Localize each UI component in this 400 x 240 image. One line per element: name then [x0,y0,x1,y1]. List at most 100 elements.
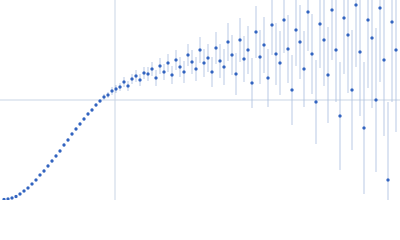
data-point [286,47,290,51]
data-point [38,173,42,177]
data-point [258,55,262,59]
data-point [42,169,46,173]
data-point [326,73,330,77]
data-point [302,67,306,71]
data-point [138,78,142,82]
data-point [190,60,194,64]
data-point [114,87,118,91]
data-point [338,114,342,118]
data-point [306,10,310,14]
data-point [322,38,326,42]
data-point [118,85,122,89]
data-point [142,71,146,75]
data-point [18,192,22,196]
data-point [22,189,26,193]
data-point [314,100,318,104]
page: (() => { const data = JSON.parse(documen… [0,0,400,200]
data-point [186,53,190,57]
data-point [202,61,206,65]
data-point [330,8,334,12]
data-point [210,70,214,74]
data-point [218,59,222,63]
data-point [350,88,354,92]
data-point [334,48,338,52]
data-point [150,67,154,71]
data-point [58,149,62,153]
data-point [342,16,346,20]
data-point [14,194,18,199]
data-point [234,72,238,76]
data-point [174,58,178,62]
data-point [146,72,150,76]
data-point [298,40,302,44]
data-point [74,127,78,131]
data-point [158,64,162,68]
data-point [86,112,90,116]
data-point [274,52,278,56]
data-point [262,43,266,47]
data-point [270,23,274,27]
data-point [354,3,358,7]
data-point [50,159,54,163]
data-point [278,61,282,65]
data-point [46,164,50,168]
data-point [198,48,202,52]
data-point [26,186,30,190]
data-point [222,65,226,69]
data-point [126,84,130,88]
data-point [346,33,350,37]
data-point [106,93,110,97]
data-point [254,30,258,34]
data-point [242,57,246,61]
data-point [110,89,114,93]
data-point [370,36,374,40]
data-point [282,18,286,22]
data-point [30,182,34,186]
data-point [310,52,314,56]
data-point [294,28,298,32]
data-point [266,76,270,80]
data-point [358,50,362,54]
data-point [386,178,390,182]
data-point [94,103,98,107]
data-point [366,18,370,22]
data-point [378,6,382,10]
chart [0,0,400,200]
data-point [90,108,94,112]
data-point [6,197,10,200]
data-point [290,88,294,92]
data-point [182,70,186,74]
data-point [54,154,58,158]
data-point [318,22,322,26]
data-point [390,20,394,24]
data-point [230,53,234,57]
data-point [98,99,102,103]
data-point [34,178,38,182]
data-point [178,65,182,69]
data-point [2,197,6,200]
data-point [238,38,242,42]
data-point [82,117,86,121]
data-point [194,67,198,71]
data-point [214,46,218,50]
data-point [122,80,126,84]
data-point [162,70,166,74]
data-point [130,77,134,81]
data-point [382,58,386,62]
data-point [102,95,106,99]
data-point [66,138,70,142]
data-point [134,74,138,78]
data-point [62,143,66,147]
data-point [206,56,210,60]
data-point [10,196,14,200]
data-point [166,61,170,65]
data-point [226,40,230,44]
data-point [154,76,158,80]
data-point [374,98,378,102]
data-point [246,48,250,52]
data-point [170,73,174,77]
data-point [394,48,398,52]
data-point [78,122,82,126]
data-point [250,81,254,85]
data-point [70,132,74,136]
